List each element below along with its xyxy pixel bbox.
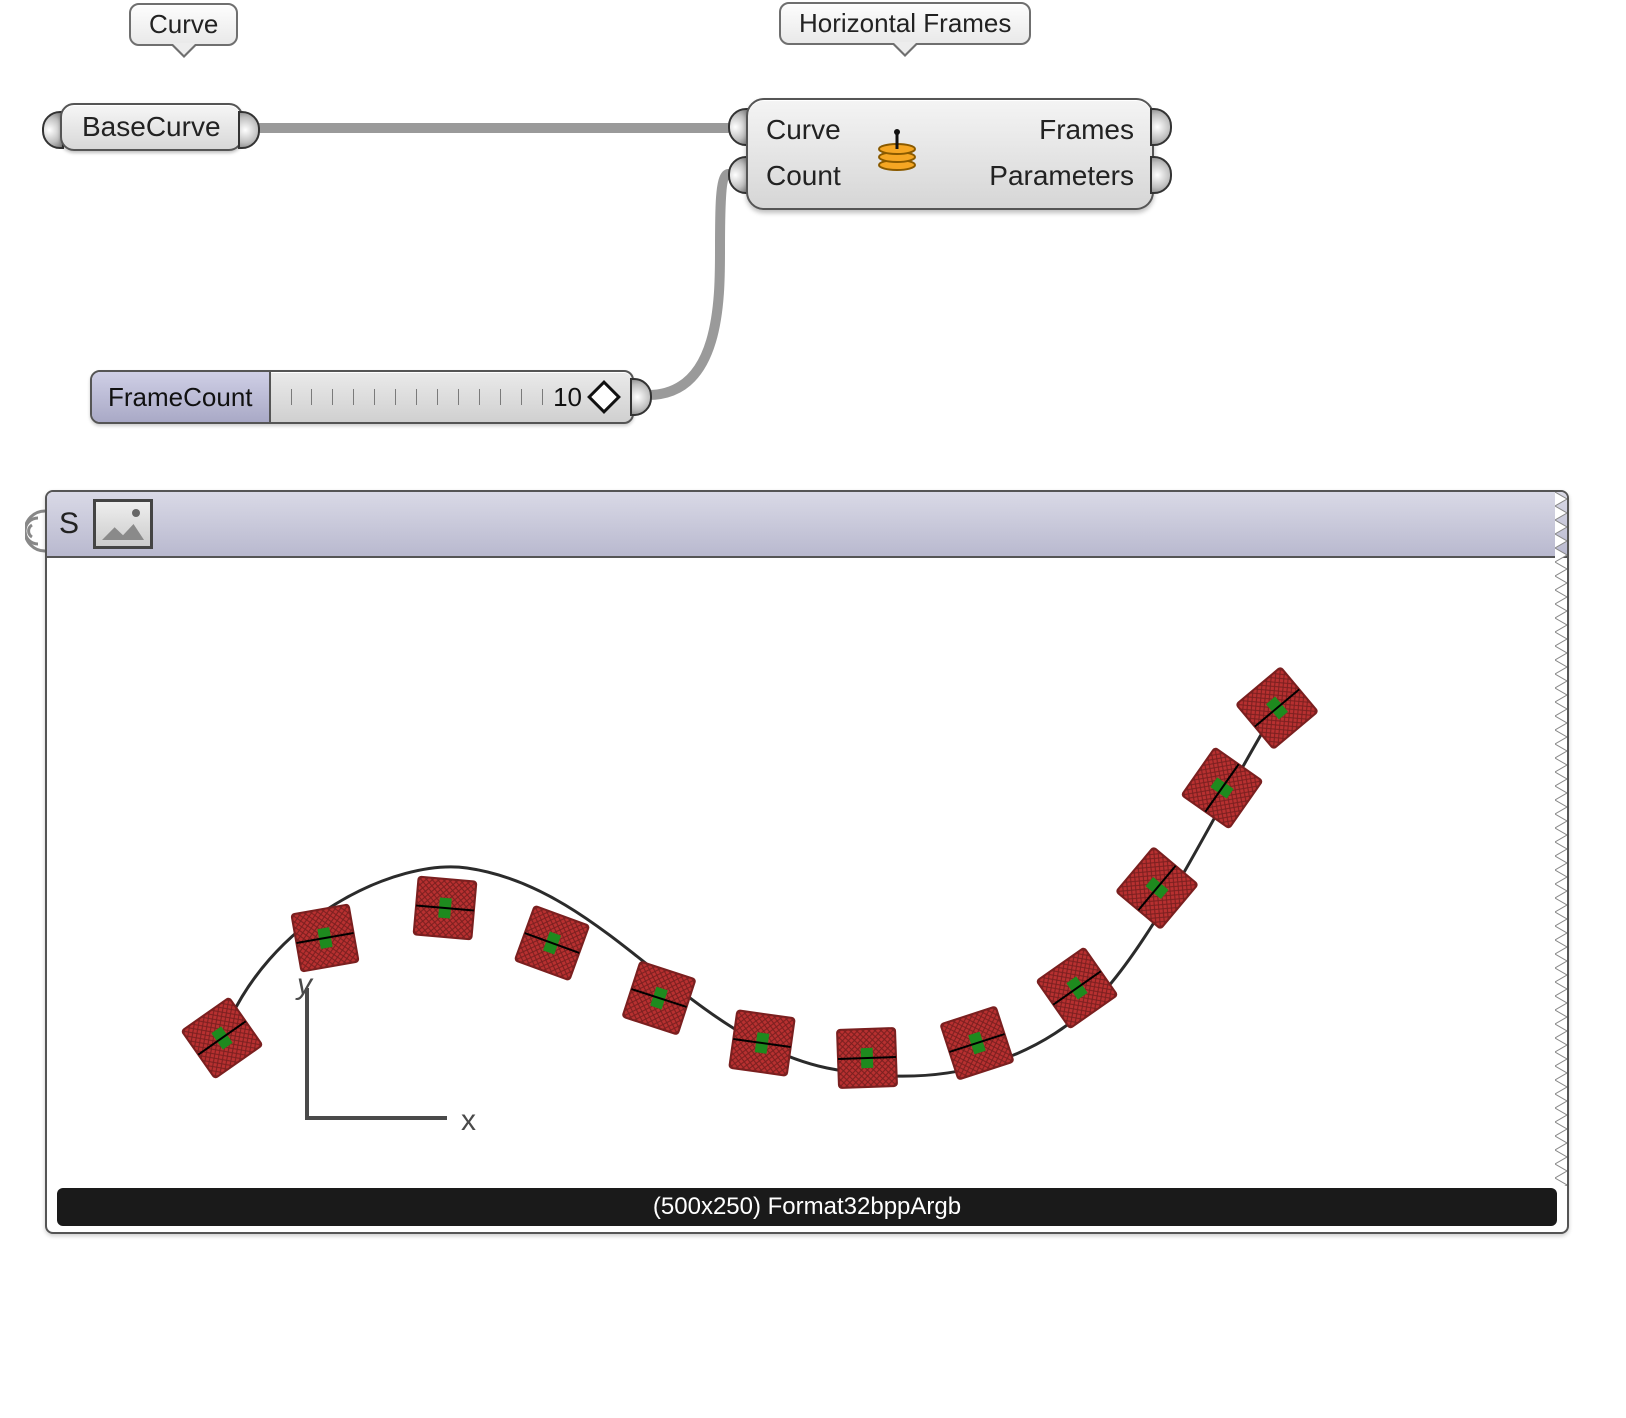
panel-statusbar: (500x250) Format32bppArgb <box>57 1188 1557 1226</box>
tooltip-hframes-label: Horizontal Frames <box>799 8 1011 38</box>
svg-text:y: y <box>295 968 314 1001</box>
tooltip-curve-label: Curve <box>149 9 218 39</box>
basecurve-param[interactable]: BaseCurve <box>60 103 243 151</box>
hframes-input-curve-label: Curve <box>766 114 841 146</box>
horizontal-frames-icon <box>874 129 920 175</box>
hframes-output-frames-label: Frames <box>1039 114 1134 146</box>
slider-output-grip[interactable] <box>630 378 652 416</box>
slider-track[interactable]: 10 <box>271 372 633 422</box>
panel-torn-edge-icon <box>1555 492 1569 1186</box>
tooltip-curve: Curve <box>129 3 238 46</box>
slider-ticks <box>291 397 543 398</box>
panel-status-text: (500x250) Format32bppArgb <box>653 1193 961 1221</box>
hframes-input-count-label: Count <box>766 160 841 192</box>
hframes-output-parameters-label: Parameters <box>989 160 1134 192</box>
grasshopper-canvas[interactable]: Curve Horizontal Frames BaseCurve Curve … <box>0 0 1626 1418</box>
horizontal-frames-component[interactable]: Curve Count Frames Parameters <box>746 98 1154 210</box>
tooltip-horizontal-frames: Horizontal Frames <box>779 2 1031 45</box>
panel-titlebar[interactable]: S <box>47 492 1567 558</box>
panel-viewport: xy <box>47 558 1567 1186</box>
panel-title-letter: S <box>59 507 79 541</box>
framecount-slider[interactable]: FrameCount 10 <box>90 370 634 424</box>
hframes-parameters-output-grip[interactable] <box>1150 156 1172 194</box>
basecurve-output-grip[interactable] <box>238 111 260 149</box>
hframes-frames-output-grip[interactable] <box>1150 108 1172 146</box>
slider-name-label: FrameCount <box>92 372 271 422</box>
svg-text:x: x <box>461 1104 476 1137</box>
basecurve-label: BaseCurve <box>82 111 221 142</box>
wires-layer <box>0 0 1626 500</box>
slider-handle-icon[interactable] <box>587 380 621 414</box>
preview-panel[interactable]: S xy (500x250) Format32bppArgb <box>45 490 1569 1234</box>
slider-value: 10 <box>553 382 582 413</box>
image-thumb-icon <box>93 499 153 549</box>
